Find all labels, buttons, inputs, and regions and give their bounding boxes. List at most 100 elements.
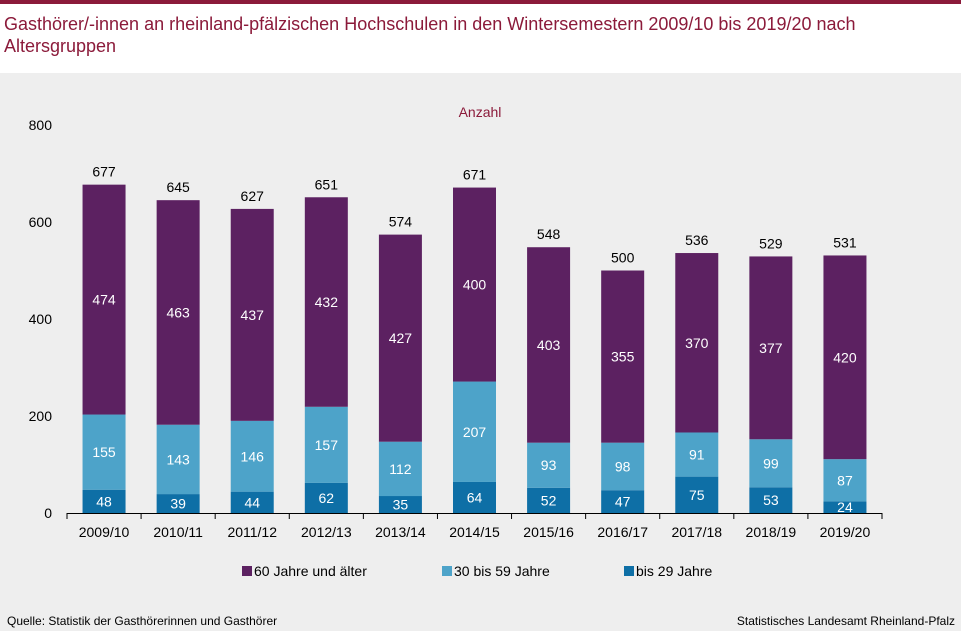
bar-segment (378, 496, 422, 513)
bar-segment (82, 184, 126, 415)
total-label: 531 (833, 234, 857, 250)
legend-swatch (242, 566, 252, 576)
y-tick-label: 800 (29, 117, 53, 133)
bar-segment (675, 476, 719, 513)
bar-segment (304, 197, 348, 407)
bar-segment (823, 255, 867, 460)
bar-segment (675, 432, 719, 477)
publisher-note: Statistisches Landesamt Rheinland-Pfalz (736, 614, 955, 628)
data-label: 427 (389, 330, 413, 346)
data-label: 93 (541, 457, 557, 473)
legend-label: 60 Jahre und älter (254, 563, 367, 579)
data-label: 75 (689, 487, 705, 503)
data-label: 87 (837, 472, 853, 488)
x-tick-label: 2016/17 (597, 524, 648, 540)
total-label: 548 (537, 226, 561, 242)
data-label: 155 (92, 444, 116, 460)
bar-segment (601, 270, 645, 443)
bar-segment (527, 487, 571, 513)
bar-segment (453, 187, 496, 382)
data-label: 420 (833, 349, 857, 365)
bar-segment (156, 200, 200, 425)
data-label: 207 (463, 424, 487, 440)
bar-segment (378, 441, 422, 497)
bar-segment (823, 459, 867, 502)
bar-segment (749, 487, 793, 513)
x-tick-label: 2019/20 (820, 524, 871, 540)
data-label: 64 (467, 489, 483, 505)
legend-swatch (442, 566, 452, 576)
data-label: 474 (92, 292, 116, 308)
total-label: 671 (463, 167, 487, 183)
bar-segment (230, 491, 274, 513)
bar-segment (601, 442, 645, 491)
data-label: 48 (96, 493, 112, 509)
data-label: 370 (685, 335, 709, 351)
total-label: 651 (315, 176, 339, 192)
total-label: 627 (241, 188, 265, 204)
data-label: 52 (541, 492, 557, 508)
data-label: 35 (393, 497, 409, 513)
y-tick-label: 200 (29, 408, 53, 424)
bar-segment (378, 234, 422, 442)
y-tick-label: 600 (29, 214, 53, 230)
bar-segment (823, 501, 867, 513)
data-label: 98 (615, 458, 631, 474)
data-label: 146 (241, 448, 265, 464)
data-label: 400 (463, 277, 487, 293)
data-label: 112 (389, 461, 412, 477)
y-tick-label: 0 (44, 505, 52, 521)
total-label: 645 (166, 179, 190, 195)
data-label: 377 (759, 340, 783, 356)
x-tick-label: 2017/18 (671, 524, 722, 540)
data-label: 403 (537, 337, 561, 353)
data-label: 437 (241, 307, 265, 323)
source-note: Quelle: Statistik der Gasthörerinnen und… (7, 614, 278, 628)
data-label: 91 (689, 447, 705, 463)
bar-segment (304, 406, 348, 483)
total-label: 574 (389, 214, 413, 230)
data-label: 143 (166, 451, 190, 467)
data-label: 24 (837, 499, 853, 515)
data-label: 44 (244, 494, 260, 510)
total-label: 536 (685, 232, 709, 248)
data-label: 432 (315, 294, 339, 310)
data-label: 39 (170, 496, 186, 512)
total-label: 677 (92, 164, 116, 180)
data-label: 62 (319, 490, 335, 506)
bar-segment (527, 247, 571, 443)
x-tick-label: 2009/10 (79, 524, 130, 540)
x-tick-label: 2010/11 (153, 524, 203, 540)
bar-segment (304, 482, 348, 513)
data-label: 463 (166, 304, 190, 320)
bar-segment (453, 481, 496, 513)
bar-segment (453, 381, 496, 482)
x-tick-label: 2018/19 (746, 524, 797, 540)
x-tick-label: 2012/13 (301, 524, 352, 540)
legend-label: bis 29 Jahre (636, 563, 712, 579)
data-label: 99 (763, 455, 779, 471)
data-label: 157 (315, 437, 339, 453)
bar-segment (675, 253, 719, 433)
y-axis-label: Anzahl (459, 104, 502, 120)
bar-segment (156, 494, 200, 513)
bar-segment (601, 490, 645, 513)
legend-label: 30 bis 59 Jahre (454, 563, 550, 579)
total-label: 500 (611, 250, 635, 266)
top-accent-bar (0, 0, 961, 4)
bar-segment (82, 414, 126, 490)
x-tick-label: 2015/16 (523, 524, 574, 540)
data-label: 53 (763, 492, 779, 508)
bar-segment (749, 256, 793, 440)
legend-swatch (624, 566, 634, 576)
bar-segment (156, 424, 200, 495)
chart-title: Gasthörer/-innen an rheinland-pfälzische… (4, 14, 856, 56)
bar-segment (230, 420, 274, 492)
bar-segment (527, 442, 571, 488)
y-tick-label: 400 (29, 311, 53, 327)
x-tick-label: 2014/15 (449, 524, 500, 540)
data-label: 47 (615, 494, 631, 510)
bar-segment (82, 489, 126, 513)
x-tick-label: 2011/12 (227, 524, 277, 540)
